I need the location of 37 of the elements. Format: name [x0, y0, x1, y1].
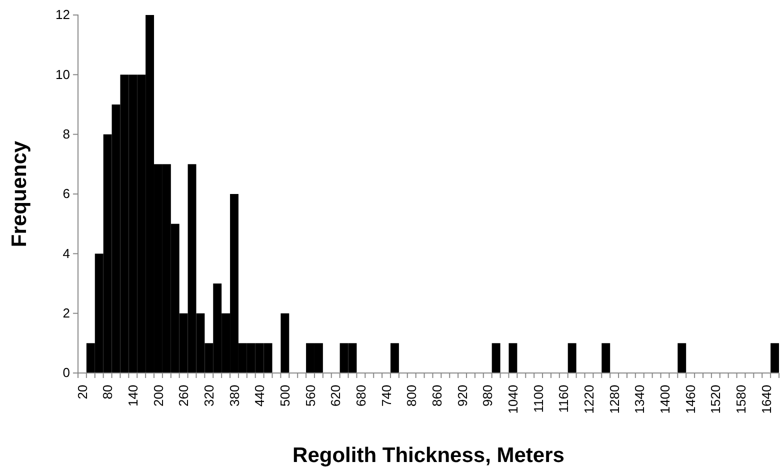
x-tick-label: 440 — [252, 384, 268, 407]
x-tick-label: 1220 — [582, 384, 597, 414]
y-tick-label: 4 — [62, 246, 70, 261]
x-tick-label: 1040 — [506, 384, 521, 414]
x-tick-label: 1460 — [682, 384, 698, 414]
x-tick-label: 1520 — [708, 384, 724, 414]
y-tick-label: 2 — [62, 305, 70, 320]
x-tick-label: 260 — [176, 384, 192, 407]
x-tick-label: 980 — [480, 384, 496, 407]
x-tick-label: 80 — [100, 384, 116, 400]
x-tick-label: 380 — [226, 384, 242, 407]
x-tick-label: 620 — [328, 384, 344, 407]
y-tick-label: 0 — [62, 365, 70, 380]
x-tick-label: 800 — [404, 384, 420, 407]
x-tick-label: 920 — [454, 384, 470, 407]
x-tick-label: 560 — [302, 384, 318, 407]
x-tick-label: 1340 — [632, 384, 648, 414]
x-tick-label: 740 — [378, 384, 394, 407]
x-axis-title: Regolith Thickness, Meters — [292, 444, 564, 467]
y-tick-label: 8 — [62, 126, 70, 142]
y-tick-label: 10 — [56, 66, 70, 82]
x-tick-label: 200 — [150, 384, 166, 407]
y-axis-title: Frequency — [8, 140, 31, 248]
x-tick-label: 860 — [429, 384, 444, 407]
x-tick-label: 20 — [74, 384, 90, 400]
y-tick-label: 6 — [62, 186, 70, 202]
x-tick-label: 140 — [125, 384, 140, 407]
x-tick-label: 500 — [277, 384, 292, 407]
x-tick-label: 1400 — [658, 384, 673, 414]
x-tick-label: 1640 — [758, 384, 774, 414]
x-tick-label: 680 — [353, 384, 368, 407]
x-tick-label: 1160 — [556, 384, 572, 413]
x-tick-label: 1580 — [734, 384, 749, 414]
x-tick-label: 1100 — [530, 384, 546, 413]
x-tick-label: 320 — [201, 384, 216, 407]
x-tick-label: 1280 — [606, 384, 622, 414]
y-tick-label: 12 — [56, 7, 70, 22]
